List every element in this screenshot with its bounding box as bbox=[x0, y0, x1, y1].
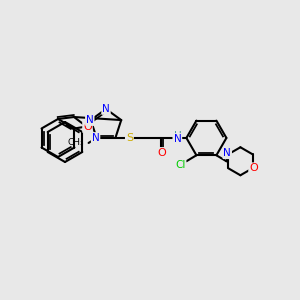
Text: N: N bbox=[92, 133, 100, 143]
Text: S: S bbox=[126, 133, 133, 143]
Text: N: N bbox=[86, 115, 94, 125]
Text: N: N bbox=[102, 104, 110, 114]
Text: N: N bbox=[173, 134, 181, 144]
Text: O: O bbox=[157, 148, 166, 158]
Text: Cl: Cl bbox=[175, 160, 186, 170]
Text: N: N bbox=[224, 148, 231, 158]
Text: O: O bbox=[249, 163, 258, 173]
Text: CH₃: CH₃ bbox=[68, 138, 85, 147]
Text: O: O bbox=[83, 122, 92, 132]
Text: H: H bbox=[173, 131, 181, 141]
